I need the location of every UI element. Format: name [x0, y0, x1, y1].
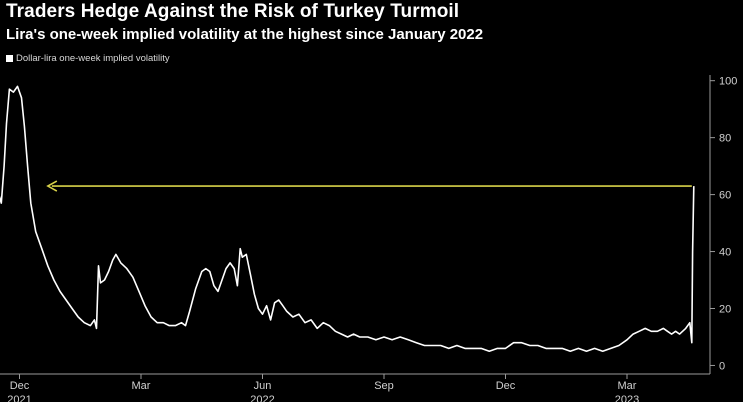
y-tick-label: 0	[719, 360, 725, 372]
y-tick-label: 80	[719, 133, 731, 145]
series-line	[0, 85, 695, 353]
x-tick-label: Sep	[374, 380, 394, 392]
x-tick-label: Mar	[132, 380, 151, 392]
axis-layer: 0 20 40 60 80 100 Dec 2021 Mar Jun 2022 Sep Dec Mar 20…	[0, 75, 737, 402]
legend-label: Dollar-lira one-week implied volatility	[16, 53, 170, 64]
x-tick-year-label: 2021	[7, 394, 31, 402]
x-tick-label: Jun	[254, 380, 272, 392]
chart-title: Traders Hedge Against the Risk of Turkey…	[6, 1, 460, 22]
y-tick-label: 20	[719, 304, 731, 316]
legend-swatch	[6, 55, 13, 62]
y-tick-label: 100	[719, 76, 737, 88]
x-tick-label: Mar	[618, 380, 637, 392]
y-tick-label: 60	[719, 190, 731, 202]
x-tick-label: Dec	[10, 380, 30, 392]
x-tick-year-label: 2023	[615, 394, 639, 402]
annotation-arrow-head	[46, 180, 58, 192]
x-tick-label: Dec	[496, 380, 516, 392]
chart-subtitle: Lira's one-week implied volatility at th…	[6, 26, 484, 43]
y-tick-label: 40	[719, 247, 731, 259]
x-tick-year-label: 2022	[250, 394, 274, 402]
annotation-layer	[46, 180, 692, 192]
legend: Dollar-lira one-week implied volatility	[6, 53, 170, 64]
series-layer	[0, 85, 695, 353]
